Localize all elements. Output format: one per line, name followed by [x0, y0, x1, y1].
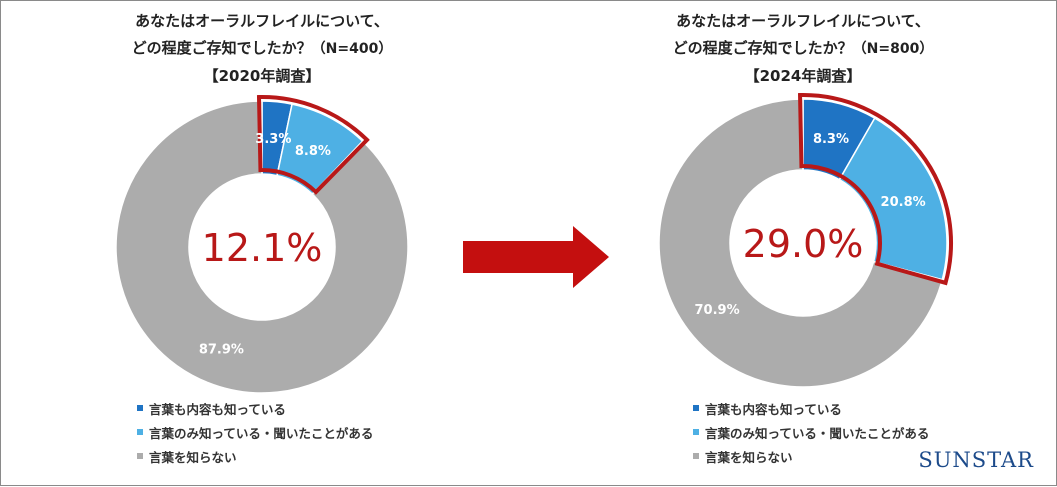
slice-value-label: 70.9%	[695, 303, 740, 318]
legend-item-heard-only: 言葉のみ知っている・聞いたことがある	[693, 420, 929, 444]
legend-item-not-know: 言葉を知らない	[137, 444, 373, 468]
chart-2024-title: あなたはオーラルフレイルについて、 どの程度ご存知でしたか？（N=800） 【2…	[653, 8, 953, 90]
chart-2020: あなたはオーラルフレイルについて、 どの程度ご存知でしたか？（N=400） 【2…	[112, 1, 412, 90]
legend-label: 言葉を知らない	[705, 449, 793, 465]
title-line2: どの程度ご存知でしたか？	[131, 39, 312, 57]
slice-value-label: 87.9%	[199, 343, 244, 358]
legend-item-know-both: 言葉も内容も知っている	[137, 396, 373, 420]
legend-label: 言葉のみ知っている・聞いたことがある	[705, 425, 930, 441]
center-total-label: 12.1%	[202, 226, 323, 270]
slice-value-label: 8.3%	[813, 132, 849, 147]
legend-item-heard-only: 言葉のみ知っている・聞いたことがある	[137, 420, 373, 444]
title-line1: あなたはオーラルフレイルについて、	[135, 12, 389, 30]
chart-2024: あなたはオーラルフレイルについて、 どの程度ご存知でしたか？（N=800） 【2…	[653, 1, 953, 90]
slice-value-label: 20.8%	[881, 195, 926, 210]
legend-item-not-know: 言葉を知らない	[693, 444, 929, 468]
arrow-right-icon	[463, 226, 609, 288]
sunstar-logo: SUNSTAR	[918, 448, 1034, 472]
slice-not-know	[658, 98, 944, 388]
center-total-label: 29.0%	[743, 222, 864, 266]
legend-2020: 言葉も内容も知っている 言葉のみ知っている・聞いたことがある 言葉を知らない	[137, 396, 373, 468]
legend-swatch	[137, 405, 143, 411]
title-line2: どの程度ご存知でしたか？	[672, 39, 853, 57]
survey-year: 【2024年調査】	[744, 67, 862, 85]
legend-swatch	[693, 429, 699, 435]
legend-label: 言葉を知らない	[149, 449, 237, 465]
survey-year: 【2020年調査】	[203, 67, 321, 85]
legend-swatch	[693, 453, 699, 459]
legend-label: 言葉のみ知っている・聞いたことがある	[149, 425, 374, 441]
legend-swatch	[137, 429, 143, 435]
legend-2024: 言葉も内容も知っている 言葉のみ知っている・聞いたことがある 言葉を知らない	[693, 396, 929, 468]
slice-value-label: 8.8%	[295, 144, 331, 159]
legend-label: 言葉も内容も知っている	[705, 401, 842, 417]
legend-swatch	[693, 405, 699, 411]
sample-size: （N=400）	[311, 41, 393, 57]
highlight-outline	[256, 95, 370, 195]
chart-2020-title: あなたはオーラルフレイルについて、 どの程度ご存知でしたか？（N=400） 【2…	[112, 8, 412, 90]
slice-value-label: 3.3%	[255, 132, 291, 147]
legend-swatch	[137, 453, 143, 459]
slice-heard-only	[838, 117, 948, 281]
sample-size: （N=800）	[852, 41, 934, 57]
title-line1: あなたはオーラルフレイルについて、	[676, 12, 930, 30]
legend-label: 言葉も内容も知っている	[149, 401, 286, 417]
legend-item-know-both: 言葉も内容も知っている	[693, 396, 929, 420]
highlight-outline	[798, 93, 953, 286]
